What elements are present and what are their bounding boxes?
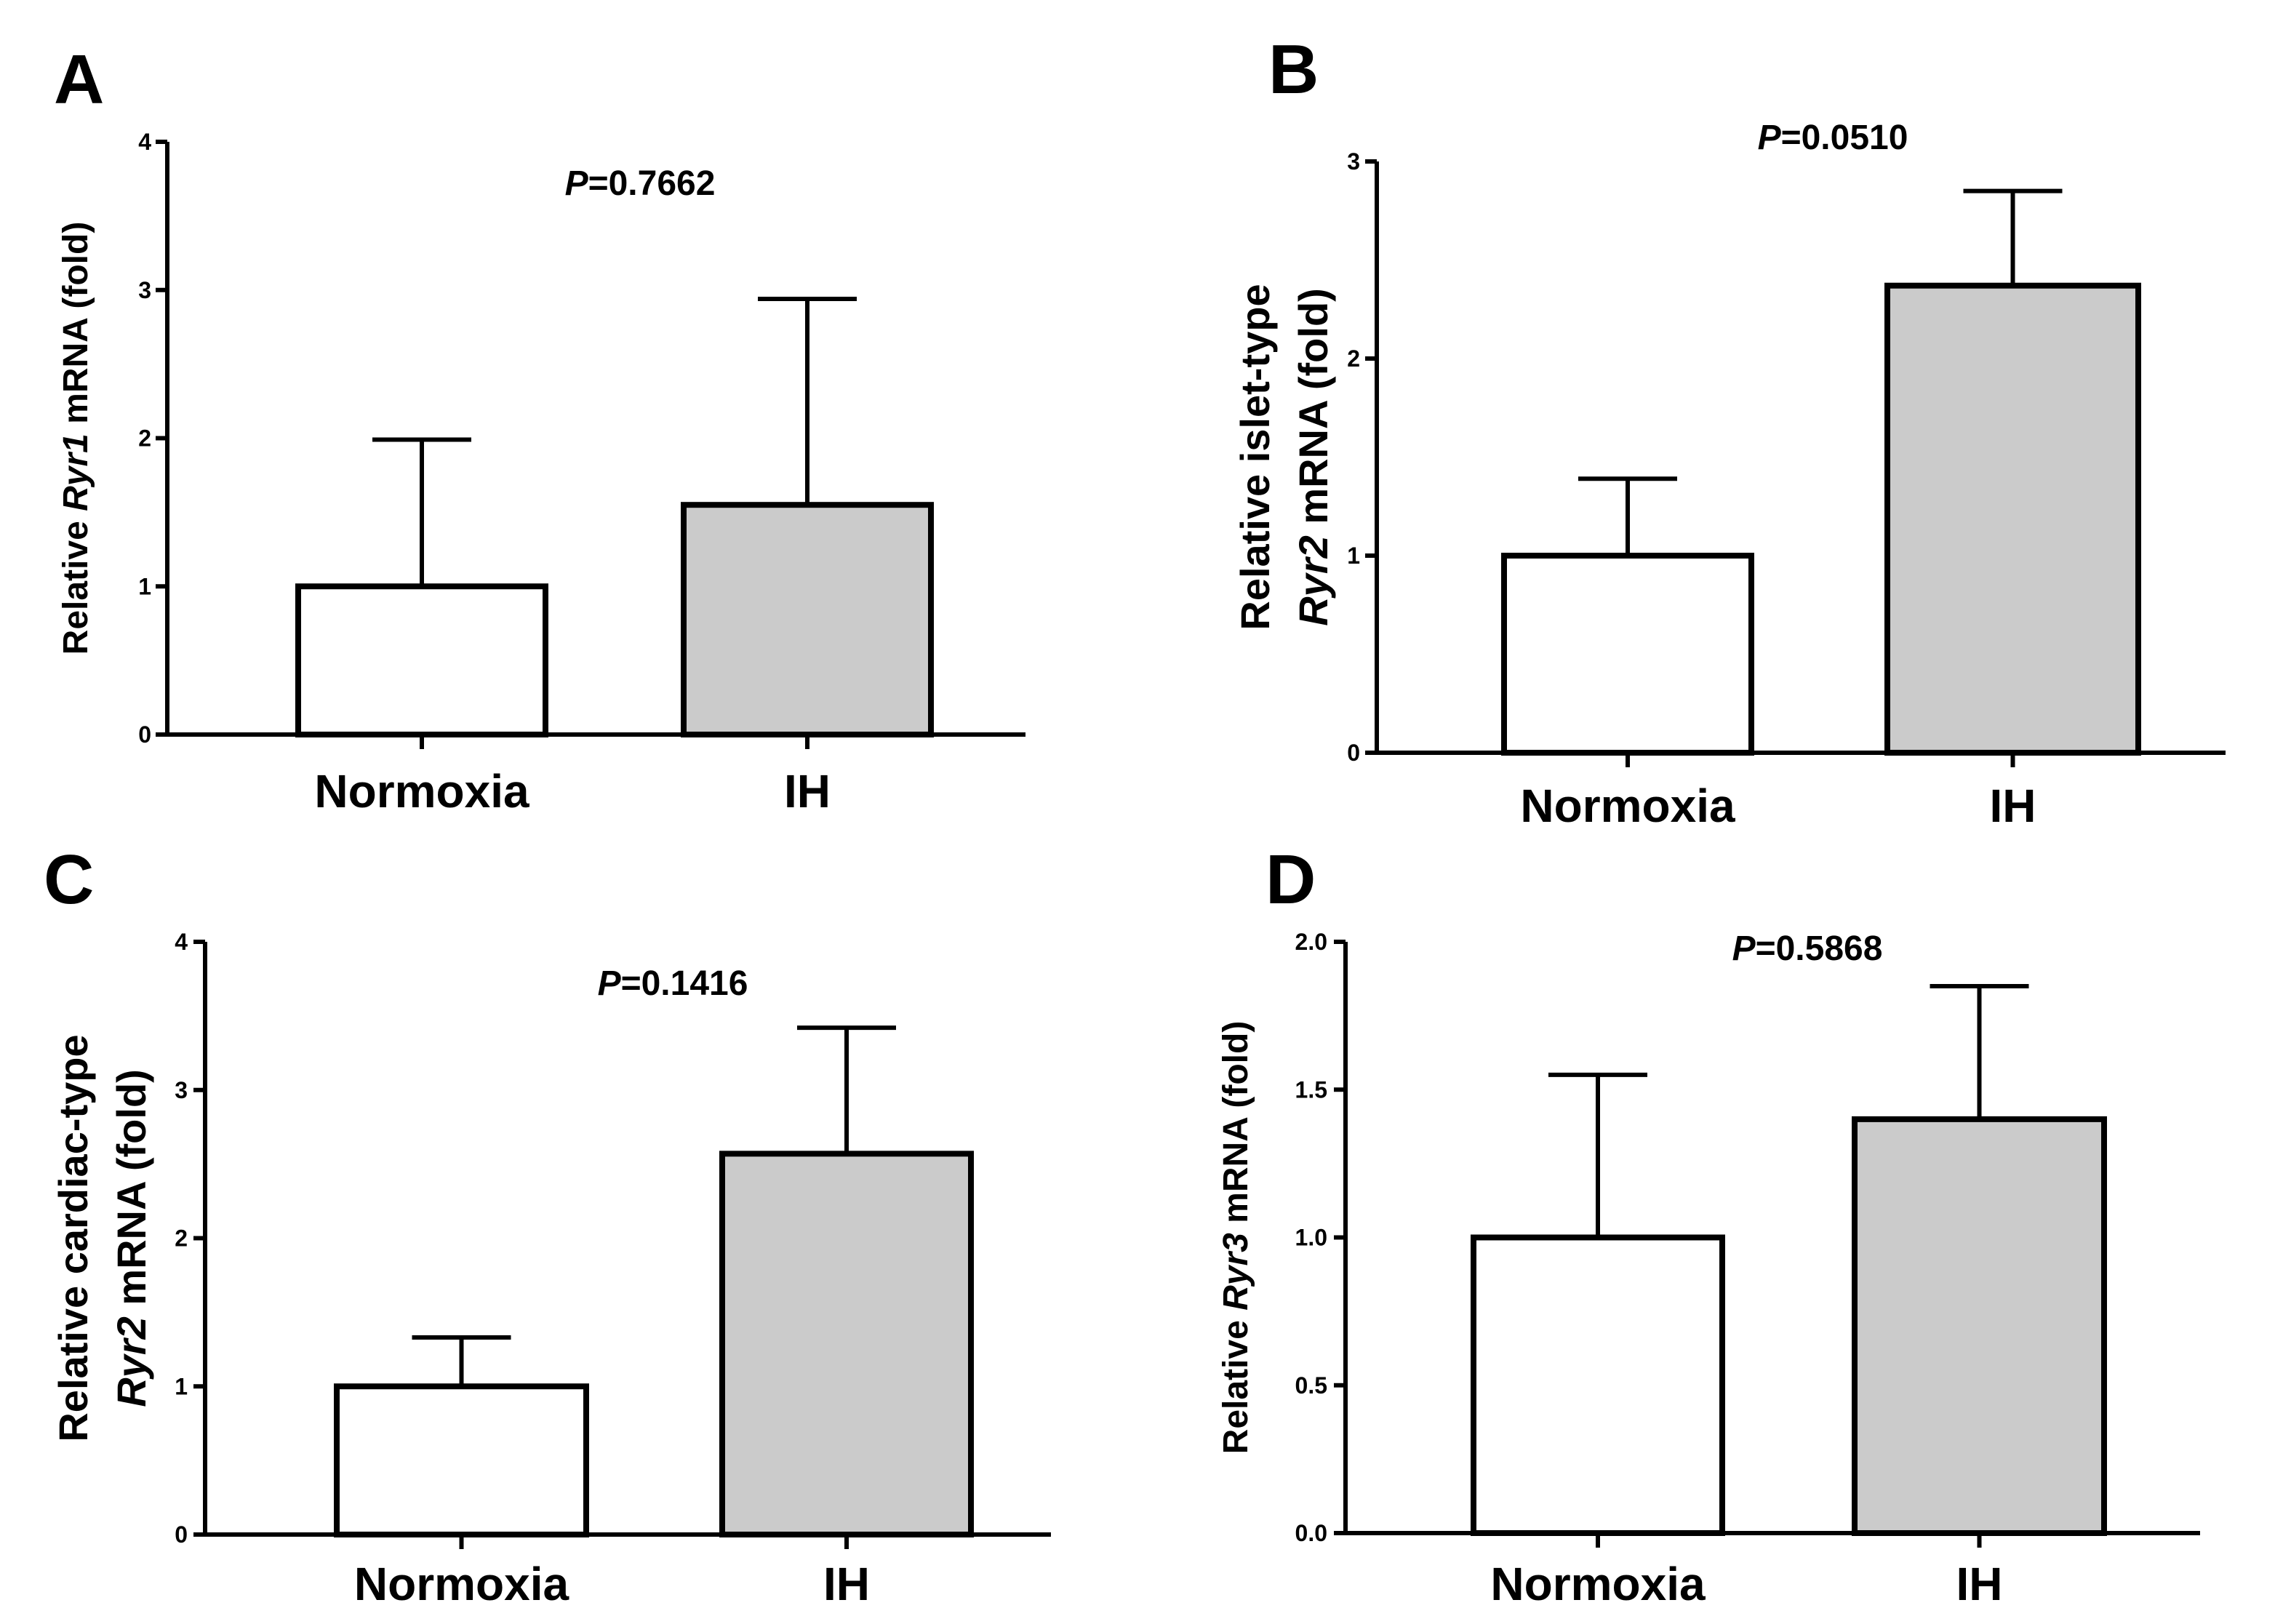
bar-normoxia: [1501, 553, 1754, 756]
error-bar-normoxia: [412, 1335, 511, 1387]
category-label-ih: IH: [823, 1558, 870, 1610]
y-axis-title-line: Relative islet-type: [1232, 284, 1278, 630]
y-tick-label: 3: [175, 1077, 188, 1103]
y-axis-title: Relative Ryr3 mRNA (fold): [1217, 1021, 1255, 1455]
p-value-label: P=0.5868: [1732, 929, 1883, 968]
category-label-normoxia: Normoxia: [354, 1558, 569, 1610]
y-axis-title-part: Ryr2: [108, 1316, 154, 1407]
y-tick-label: 0: [138, 721, 151, 748]
bar-normoxia: [1471, 1234, 1725, 1536]
error-bar-normoxia: [1578, 476, 1677, 556]
error-bar-ih: [1963, 188, 2063, 286]
y-tick-label: 2: [138, 425, 151, 452]
panel-d: D Normoxia IH 0.0 0.5 1.0 1.5 2.0 P=0.5868 Relati…: [1217, 841, 2200, 1610]
p-value-label: P=0.1416: [598, 964, 748, 1003]
y-axis-title-line: Ryr2 mRNA (fold): [108, 1069, 154, 1407]
y-tick-label: 3: [138, 277, 151, 303]
p-value: =0.1416: [621, 964, 748, 1003]
y-axis-title-part: mRNA (fold): [1217, 1021, 1255, 1233]
y-tick-label: 3: [1347, 148, 1360, 175]
bar-normoxia: [295, 583, 548, 737]
category-label-ih: IH: [1990, 780, 2036, 832]
y-axis-title-line: Ryr2 mRNA (fold): [1290, 288, 1336, 626]
panel-b: B Normoxia IH 0 1 2 3 P=0.0510 Relative islet-ty…: [1232, 31, 2226, 832]
y-tick-label: 1: [175, 1373, 188, 1399]
bar-ih: [1852, 1116, 2107, 1536]
y-tick-label: 0: [1347, 740, 1360, 766]
y-axis-title: Relative cardiac-type Ryr2 mRNA (fold): [50, 1034, 154, 1441]
y-tick-label: 0.5: [1295, 1372, 1327, 1399]
panel-letter-b: B: [1268, 31, 1319, 108]
p-symbol: P: [1758, 119, 1782, 157]
y-tick-label: 4: [175, 929, 188, 955]
y-axis-title-part: Ryr3: [1217, 1233, 1255, 1311]
category-label-normoxia: Normoxia: [1490, 1558, 1706, 1610]
y-tick-label: 1.5: [1295, 1076, 1327, 1103]
y-tick-label: 1: [1347, 543, 1360, 569]
p-symbol: P: [565, 164, 589, 203]
y-axis-title-part: Relative islet-type: [1232, 284, 1278, 630]
p-symbol: P: [598, 964, 622, 1003]
p-value-label: P=0.0510: [1758, 119, 1908, 157]
p-value: =0.5868: [1756, 929, 1883, 968]
y-tick-label: 4: [138, 129, 151, 155]
y-tick-label: 0: [175, 1521, 188, 1548]
y-tick-label: 0.0: [1295, 1520, 1327, 1546]
panel-letter-d: D: [1266, 841, 1316, 919]
bar-ih: [719, 1151, 974, 1538]
y-tick-label: 2: [1347, 345, 1360, 372]
y-tick-label: 1.0: [1295, 1225, 1327, 1251]
panel-a: A Normoxia IH 0 1 2 3 4 P=0.7662 Relative Ryr1 mR…: [54, 41, 1025, 817]
category-label-ih: IH: [784, 765, 831, 817]
y-tick-label: 1: [138, 573, 151, 599]
p-value: =0.0510: [1781, 119, 1908, 157]
y-tick-label: 2.0: [1295, 929, 1327, 955]
p-value: =0.7662: [588, 164, 716, 203]
y-axis-title-line: Relative Ryr1 mRNA (fold): [57, 222, 95, 655]
p-symbol: P: [1732, 929, 1756, 968]
y-axis-title-part: Relative cardiac-type: [50, 1034, 96, 1441]
y-axis-title-part: mRNA (fold): [108, 1069, 154, 1316]
bar-ih: [1884, 282, 2141, 756]
y-tick-label: 2: [175, 1225, 188, 1252]
y-axis-title-part: Relative: [57, 511, 95, 655]
bar-normoxia: [334, 1383, 589, 1537]
error-bar-normoxia: [372, 437, 471, 587]
error-bar-ih: [1930, 983, 2029, 1119]
category-label-normoxia: Normoxia: [1520, 780, 1735, 832]
y-axis-title: Relative Ryr1 mRNA (fold): [57, 222, 95, 655]
y-axis-title: Relative islet-type Ryr2 mRNA (fold): [1232, 284, 1336, 630]
y-axis-title-line: Relative Ryr3 mRNA (fold): [1217, 1021, 1255, 1455]
y-axis-title-part: Relative: [1217, 1311, 1255, 1454]
panel-letter-c: C: [44, 841, 94, 919]
y-axis-title-part: mRNA (fold): [57, 222, 95, 434]
category-label-normoxia: Normoxia: [314, 765, 529, 817]
error-bar-normoxia: [1548, 1072, 1647, 1238]
error-bar-ih: [758, 296, 857, 505]
p-value-label: P=0.7662: [565, 164, 716, 203]
y-axis-title-line: Relative cardiac-type: [50, 1034, 96, 1441]
error-bar-ih: [797, 1025, 896, 1154]
y-axis-title-part: Ryr1: [57, 433, 95, 511]
category-label-ih: IH: [1956, 1558, 2003, 1610]
y-axis-title-part: Ryr2: [1290, 535, 1336, 626]
panel-letter-a: A: [54, 41, 104, 119]
y-axis-title-part: mRNA (fold): [1290, 288, 1336, 535]
panel-c: C Normoxia IH 0 1 2 3 4 P=0.1416 Relative cardiac…: [44, 841, 1051, 1610]
bar-ih: [681, 502, 934, 737]
